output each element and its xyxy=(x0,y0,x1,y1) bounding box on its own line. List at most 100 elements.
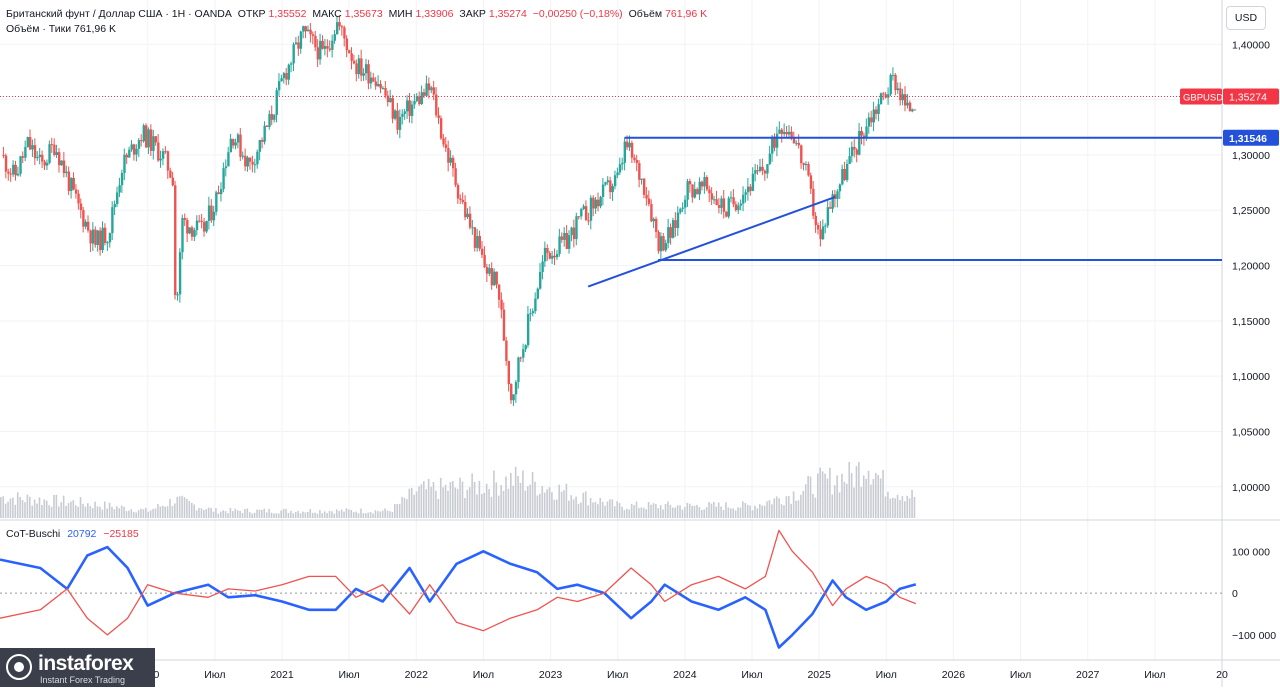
candle-body xyxy=(732,197,735,205)
volume-bar xyxy=(891,497,894,518)
candle-body xyxy=(36,157,39,159)
candle-body xyxy=(551,255,554,259)
candle-body xyxy=(826,207,830,226)
volume-bar xyxy=(829,467,831,518)
volume-bar xyxy=(768,500,771,518)
candle-body xyxy=(84,221,87,227)
candle-body xyxy=(548,252,552,259)
candle-body xyxy=(309,29,312,35)
candle-body xyxy=(406,100,409,112)
instaforex-logo: instaforex Instant Forex Trading xyxy=(0,648,155,687)
volume-bar xyxy=(739,507,742,518)
candle-body xyxy=(720,198,723,208)
volume-bar xyxy=(761,505,763,518)
volume-bar xyxy=(456,488,459,518)
volume-bar xyxy=(688,503,691,518)
candle-body xyxy=(33,145,37,159)
volume-bar xyxy=(183,497,186,518)
candle-body xyxy=(838,184,842,192)
candle-body xyxy=(345,38,349,51)
price-tick-label: 1,40000 xyxy=(1232,39,1270,51)
volume-bar xyxy=(362,513,365,518)
candle-body xyxy=(744,192,747,195)
volume-bar xyxy=(348,509,350,518)
candle-body xyxy=(439,118,443,139)
candle-body xyxy=(471,227,474,229)
volume-bar xyxy=(299,513,302,518)
candle-body xyxy=(415,96,419,102)
volume-bar xyxy=(744,502,747,518)
currency-button[interactable]: USD xyxy=(1226,6,1266,30)
volume-bar xyxy=(773,498,776,518)
volume-bar xyxy=(601,501,604,518)
candle-body xyxy=(164,151,167,153)
candle-body xyxy=(742,194,745,204)
candle-body xyxy=(299,31,303,49)
candle-body xyxy=(161,151,165,159)
candle-body xyxy=(265,125,269,127)
volume-bar xyxy=(843,481,846,518)
volume-bar xyxy=(82,503,84,518)
cot-series-blue xyxy=(0,545,917,649)
volume-bar xyxy=(577,503,580,518)
candle-body xyxy=(2,154,5,156)
volume-bar xyxy=(292,513,295,518)
volume-bar xyxy=(904,501,906,518)
volume-bar xyxy=(125,511,128,518)
candle-body xyxy=(896,88,900,91)
volume-bar xyxy=(657,508,660,518)
time-tick-label: 2025 xyxy=(807,669,831,681)
candle-body xyxy=(135,148,138,155)
candle-body xyxy=(374,81,378,87)
candle-body xyxy=(311,34,315,36)
candle-body xyxy=(79,203,83,211)
volume-bar xyxy=(618,503,621,518)
volume-bar xyxy=(543,492,546,518)
candle-body xyxy=(481,248,484,255)
price-tick-label: 1,20000 xyxy=(1232,261,1270,273)
volume-bar xyxy=(510,473,512,518)
candle-body xyxy=(270,114,274,120)
candle-body xyxy=(490,268,494,286)
candle-body xyxy=(536,288,540,299)
candle-body xyxy=(691,184,694,198)
candle-body xyxy=(674,220,677,228)
time-tick-label: Июл xyxy=(1010,669,1031,681)
volume-bar xyxy=(149,510,152,518)
candle-body xyxy=(326,46,329,49)
candle-body xyxy=(502,309,506,341)
volume-bar xyxy=(580,502,582,518)
time-tick-label: 2024 xyxy=(673,669,697,681)
candle-body xyxy=(659,236,663,252)
candle-body xyxy=(763,170,767,174)
volume-bar xyxy=(364,513,367,518)
volume-bar xyxy=(55,494,58,518)
candle-body xyxy=(437,115,440,119)
volume-bar xyxy=(282,508,285,518)
volume-bar xyxy=(734,510,737,518)
volume-bar xyxy=(427,478,430,518)
candle-body xyxy=(681,207,685,209)
volume-bar xyxy=(476,494,478,518)
candle-body xyxy=(819,229,822,240)
last-price-tag xyxy=(1223,88,1279,105)
candle-body xyxy=(393,110,397,119)
candle-body xyxy=(60,160,63,166)
candle-body xyxy=(403,111,407,114)
volume-bar xyxy=(819,467,822,518)
candle-body xyxy=(210,205,213,221)
candle-body xyxy=(106,242,109,244)
volume-bar xyxy=(787,496,790,518)
time-tick-label: Июл xyxy=(741,669,762,681)
volume-bar xyxy=(328,510,331,518)
volume-bar xyxy=(99,506,101,518)
candle-body xyxy=(16,173,20,176)
volume-bar xyxy=(833,485,836,518)
volume-bar xyxy=(258,509,261,518)
candle-body xyxy=(565,232,569,249)
candle-body xyxy=(560,236,564,240)
candle-body xyxy=(157,142,160,161)
candle-body xyxy=(248,157,252,162)
